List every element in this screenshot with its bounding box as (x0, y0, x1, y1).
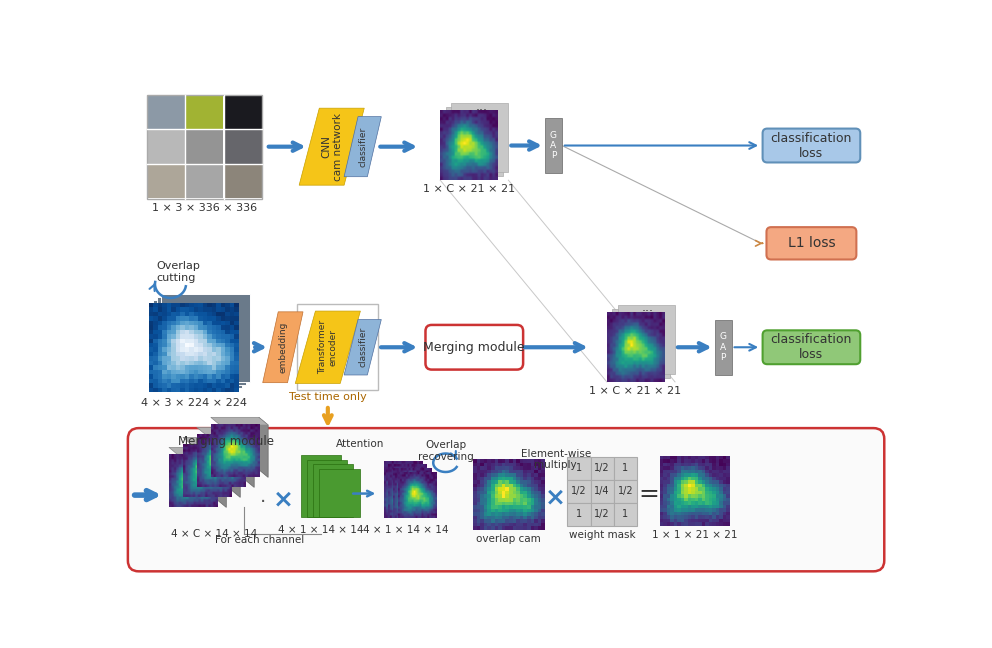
Bar (590, 503, 614, 526)
Bar (224, 130, 262, 163)
Text: classification
loss: classification loss (771, 333, 852, 362)
FancyBboxPatch shape (763, 128, 860, 163)
Text: ×: × (273, 488, 294, 512)
Bar (148, 130, 186, 163)
Text: Element-wise
multiply: Element-wise multiply (521, 449, 591, 470)
Text: 4 × 1 × 14 × 14: 4 × 1 × 14 × 14 (362, 525, 448, 535)
Text: ...: ... (642, 301, 654, 314)
Text: 4 × 1 × 14 × 14: 4 × 1 × 14 × 14 (278, 525, 364, 535)
Bar (590, 480, 614, 503)
FancyBboxPatch shape (426, 325, 523, 369)
Text: For each channel: For each channel (215, 535, 305, 545)
Text: weight mask: weight mask (568, 530, 636, 540)
Bar (567, 503, 590, 526)
Polygon shape (263, 312, 303, 383)
Bar (157, 297, 246, 386)
Bar (153, 300, 242, 388)
Polygon shape (210, 417, 268, 425)
Text: L1 loss: L1 loss (788, 237, 835, 250)
Text: ...: ... (475, 100, 487, 113)
Bar (186, 130, 223, 163)
Text: classifier: classifier (358, 327, 367, 367)
Bar (319, 469, 359, 516)
Bar (313, 465, 353, 516)
Polygon shape (245, 427, 254, 487)
Text: classifier: classifier (358, 126, 367, 167)
Polygon shape (196, 427, 254, 435)
Bar (301, 455, 341, 516)
FancyBboxPatch shape (128, 428, 884, 572)
Text: 1 × C × 21 × 21: 1 × C × 21 × 21 (589, 386, 682, 396)
Text: Test time only: Test time only (289, 392, 367, 402)
Text: 1/2: 1/2 (618, 486, 633, 496)
Text: 1/2: 1/2 (594, 463, 610, 473)
Bar (618, 305, 675, 374)
Bar (224, 95, 262, 129)
Text: 1: 1 (622, 463, 629, 473)
Bar (186, 95, 223, 129)
Text: classification
loss: classification loss (771, 132, 852, 159)
Text: ·: · (260, 493, 267, 513)
Bar (612, 308, 670, 378)
Polygon shape (344, 117, 381, 177)
Text: overlap cam: overlap cam (476, 534, 541, 544)
Polygon shape (217, 447, 226, 507)
Text: 1/2: 1/2 (594, 509, 610, 519)
Polygon shape (169, 447, 226, 455)
Bar (714, 319, 732, 375)
Text: G
A
P: G A P (550, 131, 557, 161)
Bar (545, 118, 561, 173)
Text: 1/2: 1/2 (571, 486, 586, 496)
Text: 1: 1 (576, 463, 582, 473)
Text: ×: × (546, 485, 566, 509)
Bar (297, 304, 378, 390)
Bar (567, 480, 590, 503)
Polygon shape (259, 417, 268, 478)
Polygon shape (231, 437, 240, 498)
Bar (307, 459, 347, 516)
Text: 1 × C × 21 × 21: 1 × C × 21 × 21 (423, 185, 515, 194)
Text: 4 × C × 14 × 14: 4 × C × 14 × 14 (171, 529, 257, 539)
Polygon shape (344, 319, 381, 375)
Text: G
A
P: G A P (719, 332, 726, 362)
FancyBboxPatch shape (767, 227, 856, 259)
Text: CNN
cam network: CNN cam network (320, 113, 342, 181)
Text: 4 × 3 × 224 × 224: 4 × 3 × 224 × 224 (141, 398, 247, 408)
Bar (614, 503, 637, 526)
Bar (614, 457, 637, 480)
Polygon shape (296, 311, 360, 384)
Text: Overlap
cutting: Overlap cutting (157, 261, 200, 283)
Bar (186, 165, 223, 198)
Bar (590, 457, 614, 480)
Bar (147, 95, 262, 199)
Bar (148, 95, 186, 129)
Bar (161, 294, 250, 382)
Text: Overlap
recovering: Overlap recovering (418, 441, 473, 462)
Text: 1: 1 (622, 509, 629, 519)
Polygon shape (183, 437, 240, 445)
Text: embedding: embedding (279, 321, 288, 373)
Bar (445, 107, 503, 176)
Bar (148, 165, 186, 198)
Bar (614, 480, 637, 503)
Text: 1 × 3 × 336 × 336: 1 × 3 × 336 × 336 (152, 203, 257, 213)
Text: Merging module: Merging module (179, 435, 274, 448)
Text: =: = (638, 481, 659, 505)
FancyBboxPatch shape (763, 330, 860, 364)
Bar (451, 103, 509, 172)
Bar (567, 457, 590, 480)
Text: Attention: Attention (335, 439, 384, 449)
Text: 1 × 1 × 21 × 21: 1 × 1 × 21 × 21 (653, 530, 738, 540)
Text: Transformer
encoder: Transformer encoder (318, 320, 337, 375)
Text: 1/4: 1/4 (594, 486, 610, 496)
Text: 1: 1 (576, 509, 582, 519)
Polygon shape (300, 108, 364, 185)
Bar (224, 165, 262, 198)
Text: Merging module: Merging module (424, 341, 525, 354)
